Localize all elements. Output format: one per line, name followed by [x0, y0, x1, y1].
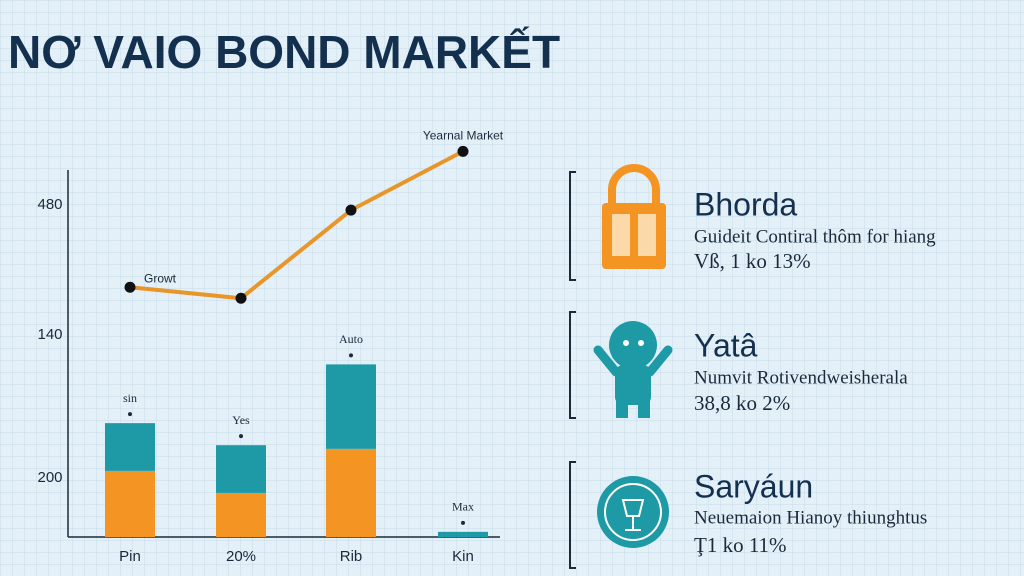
info-panel: Bhorda Guideit Contiral thôm for hiang V…	[569, 164, 936, 569]
item-range: Vß, 1 ko 13%	[694, 249, 811, 273]
item-range: 38,8 ko 2%	[694, 391, 790, 415]
line-point	[457, 145, 469, 157]
bar-segment	[105, 470, 155, 537]
item-title: Yatâ	[694, 327, 758, 363]
page-title: NƠ VAIO BOND MARKẾT	[8, 26, 560, 78]
bar-label: sin	[123, 391, 137, 405]
line-point	[345, 204, 357, 216]
label-dot	[128, 412, 132, 417]
y-axis-label: 140	[37, 326, 62, 343]
line-point	[235, 292, 247, 304]
badge-icon	[597, 476, 669, 548]
bar-segment	[326, 448, 376, 537]
label-dot	[239, 434, 243, 439]
x-tick-label: Rib	[340, 548, 363, 565]
label-dot	[461, 520, 465, 525]
item-range: Ţ1 ko 11%	[694, 533, 787, 557]
item-title: Saryáun	[694, 468, 813, 504]
x-tick-label: Pin	[119, 548, 141, 565]
item-text: Neuemaion Hianoy thiunghtus	[694, 507, 927, 528]
bar-label: Auto	[339, 332, 363, 346]
y-axis-label: 200	[37, 469, 62, 486]
line-point	[124, 281, 136, 293]
brackets	[569, 171, 576, 569]
x-tick-label: Kin	[452, 548, 474, 565]
bar-segment	[105, 423, 155, 471]
point-label: Growt	[144, 271, 177, 285]
point-label: Yearnal Market	[423, 129, 504, 143]
item-text: Guideit Contiral thôm for hiang	[694, 226, 936, 247]
bar-segment	[326, 364, 376, 449]
bar-label: Max	[452, 500, 474, 514]
x-tick-label: 20%	[226, 548, 256, 565]
item-text: Numvit Rotivendweisherala	[694, 367, 908, 388]
character-icon	[593, 321, 673, 418]
item-title: Bhorda	[694, 186, 797, 222]
bar-segment	[216, 492, 266, 537]
bar-segment	[438, 531, 488, 537]
bar-segment	[216, 445, 266, 493]
y-axis-label: 480	[37, 196, 62, 213]
line	[129, 149, 464, 301]
lock-icon	[602, 164, 666, 269]
label-dot	[349, 353, 353, 358]
bar-label: Yes	[232, 413, 250, 427]
